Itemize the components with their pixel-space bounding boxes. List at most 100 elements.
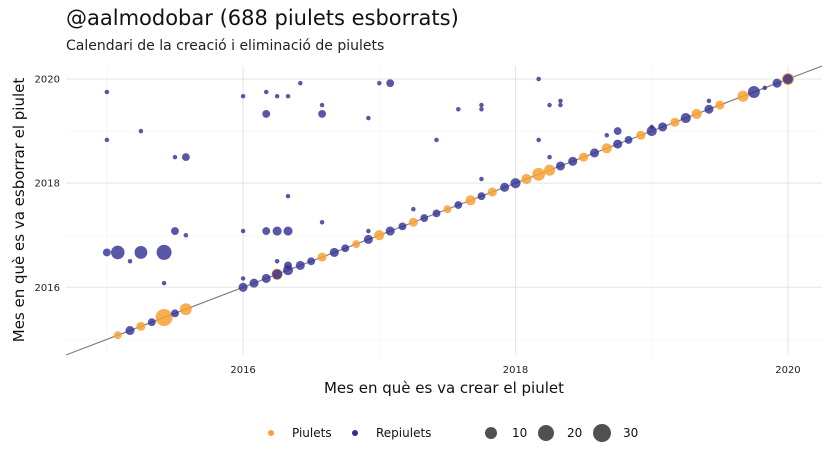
- repiulets-point: [547, 102, 552, 108]
- repiulets-point: [319, 219, 325, 225]
- repiulets-point: [479, 106, 484, 112]
- repiulets-point: [420, 214, 429, 222]
- piulets-point: [737, 90, 749, 102]
- piulets-point: [715, 100, 725, 110]
- repiulets-point: [104, 137, 110, 143]
- legend-piulets-label: Piulets: [292, 426, 332, 440]
- piulets-point: [579, 152, 589, 162]
- repiulets-point: [658, 122, 668, 132]
- x-tick-label: 2018: [503, 365, 528, 376]
- repiulets-point: [706, 98, 712, 104]
- repiulets-point: [386, 79, 395, 88]
- piulets-point: [155, 309, 173, 326]
- repiulets-point: [613, 139, 623, 149]
- piulets-point: [465, 195, 476, 206]
- repiulets-point: [274, 259, 280, 264]
- repiulets-point: [104, 89, 110, 95]
- repiulets-point: [782, 73, 794, 85]
- x-axis-title: Mes en què es va crear el piulet: [324, 379, 564, 397]
- repiulets-point: [240, 276, 246, 281]
- repiulets-point: [510, 178, 521, 189]
- repiulets-point: [568, 156, 578, 166]
- size-legend-30-label: 30: [623, 426, 638, 440]
- repiulets-point: [555, 161, 565, 171]
- x-axis-ticks: 2016 2018 2020: [230, 365, 800, 376]
- repiulets-point: [272, 269, 283, 280]
- piulets-point: [317, 252, 327, 262]
- piulets-point: [179, 303, 192, 316]
- repiulets-point: [261, 273, 271, 283]
- repiulets-point: [298, 80, 303, 86]
- piulets-point: [408, 217, 418, 227]
- repiulets-point: [363, 234, 373, 244]
- repiulets-point: [747, 86, 760, 99]
- repiulets-point: [558, 98, 563, 104]
- x-tick-label: 2020: [775, 365, 800, 376]
- repiulets-point: [181, 153, 190, 162]
- piulets-point: [521, 173, 532, 185]
- size-legend-10-label: 10: [512, 426, 527, 440]
- piulets-point: [532, 167, 546, 181]
- repiulets-point: [604, 132, 610, 138]
- repiulets-point: [172, 154, 178, 160]
- size-legend-10-dot: [485, 427, 497, 439]
- repiulets-point: [156, 244, 172, 260]
- repiulets-point: [295, 260, 305, 270]
- repiulets-point: [762, 85, 768, 91]
- repiulets-point: [134, 246, 148, 259]
- legend: Piulets Repiulets 10 20 30: [268, 424, 638, 442]
- repiulets-point: [434, 137, 439, 143]
- legend-repiulets-swatch: [352, 430, 358, 436]
- y-tick-label: 2016: [35, 283, 60, 294]
- repiulets-point: [249, 278, 259, 288]
- repiulets-point: [138, 128, 144, 134]
- repiulets-point: [385, 226, 395, 236]
- repiulets-point: [285, 193, 291, 199]
- repiulets-point: [536, 137, 541, 143]
- repiulets-point: [704, 104, 714, 114]
- repiulets-point: [240, 228, 246, 234]
- y-tick-label: 2018: [35, 179, 60, 190]
- repiulets-point: [411, 206, 416, 212]
- piulets-point: [352, 240, 361, 249]
- repiulets-point: [456, 106, 461, 112]
- repiulets-point: [238, 282, 248, 292]
- repiulets-point: [102, 248, 111, 257]
- repiulets-point: [318, 109, 327, 118]
- y-axis-ticks: 2016 2018 2020: [35, 75, 60, 294]
- repiulets-point: [284, 261, 292, 270]
- repiulets-point: [366, 115, 371, 121]
- repiulets-point: [398, 222, 407, 231]
- piulets-point: [487, 187, 497, 197]
- repiulets-point: [183, 232, 189, 238]
- repiulets-point: [772, 78, 782, 88]
- repiulets-point: [432, 209, 441, 218]
- x-tick-label: 2016: [230, 365, 255, 376]
- piulets-point: [374, 230, 385, 241]
- repiulets-point: [624, 136, 633, 144]
- series-repiulets: [102, 73, 794, 336]
- repiulets-point: [307, 257, 316, 266]
- repiulets-point: [161, 280, 167, 286]
- repiulets-point: [319, 102, 325, 108]
- repiulets-point: [649, 124, 654, 130]
- repiulets-point: [477, 192, 486, 201]
- repiulets-point: [262, 227, 271, 235]
- size-legend-30-dot: [593, 424, 611, 442]
- repiulets-point: [613, 127, 622, 136]
- repiulets-point: [341, 244, 350, 253]
- repiulets-point: [479, 176, 484, 182]
- piulets-point: [636, 130, 646, 140]
- repiulets-point: [147, 318, 156, 327]
- repiulets-point: [479, 102, 484, 108]
- repiulets-point: [454, 201, 463, 209]
- repiulets-point: [547, 154, 552, 160]
- piulets-point: [691, 108, 702, 119]
- repiulets-point: [171, 227, 179, 235]
- repiulets-point: [558, 102, 563, 108]
- repiulets-point: [262, 109, 271, 118]
- repiulets-point: [110, 245, 125, 260]
- repiulets-point: [125, 326, 135, 336]
- repiulets-point: [680, 113, 691, 124]
- repiulets-point: [536, 76, 541, 82]
